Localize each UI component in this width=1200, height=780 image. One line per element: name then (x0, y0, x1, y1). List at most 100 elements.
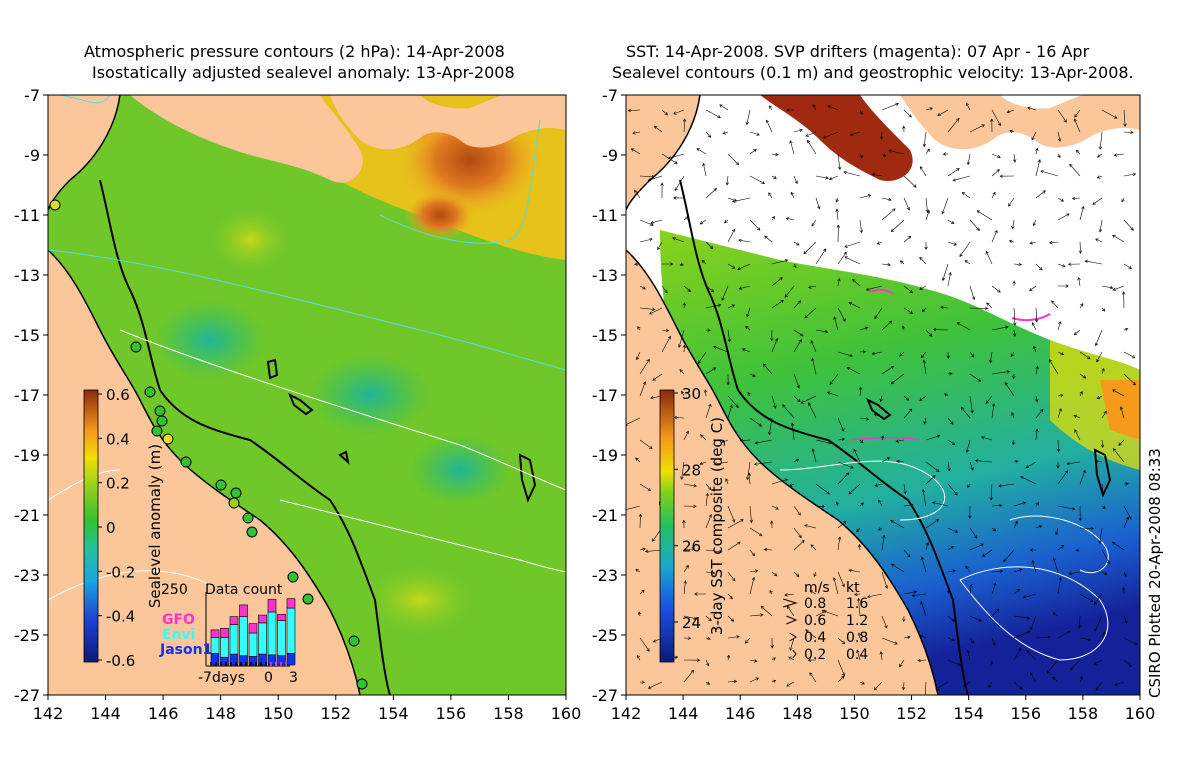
y-tick-label: -13 (592, 266, 618, 285)
inset-bar-gfo (220, 628, 229, 639)
right-sealevel-contour-2 (959, 566, 1109, 661)
left-land-australia (48, 95, 360, 695)
velocity-arrow (969, 583, 973, 595)
velocity-arrow (1057, 545, 1065, 551)
colorbar-tick-label: 0.6 (106, 386, 130, 404)
velocity-arrow (935, 681, 949, 690)
velocity-arrow (771, 152, 779, 157)
left-white-contour-1 (119, 329, 566, 491)
velocity-arrow (749, 659, 758, 663)
velocity-arrow (969, 527, 978, 539)
velocity-arrow (705, 285, 715, 293)
velocity-arrow (899, 260, 905, 265)
y-tick-label: -25 (592, 626, 618, 645)
velocity-arrow (1098, 131, 1103, 150)
velocity-arrow (807, 139, 817, 155)
velocity-arrow (917, 658, 927, 663)
tide-gauge (228, 497, 240, 509)
velocity-arrow (1013, 520, 1018, 529)
velocity-arrow (1101, 307, 1106, 312)
velocity-arrow (941, 263, 949, 282)
x-tick-label: 152 (896, 704, 927, 723)
velocity-arrow (674, 175, 685, 192)
velocity-arrow (903, 549, 911, 558)
velocity-arrow (682, 118, 687, 133)
velocity-arrow (705, 328, 711, 332)
velocity-arrow (1101, 571, 1108, 575)
velocity-arrow (1123, 516, 1130, 529)
velocity-arrow (969, 285, 976, 301)
velocity-arrow (923, 417, 927, 425)
velocity-arrow (964, 260, 971, 265)
velocity-arrow (866, 593, 883, 599)
velocity-arrow (988, 351, 993, 364)
velocity-arrow (1079, 205, 1085, 221)
x-tick-label: 160 (551, 704, 582, 723)
velocity-arrow (790, 422, 795, 441)
velocity-arrow (627, 108, 641, 113)
velocity-arrow (1096, 153, 1103, 158)
velocity-arrow (924, 681, 927, 695)
velocity-arrow (963, 681, 971, 687)
velocity-arrow (879, 131, 884, 140)
velocity-arrow (1123, 130, 1134, 134)
colorbar-tick-label: 0.4 (106, 430, 130, 448)
velocity-arrow (944, 393, 949, 397)
right-sealevel-contour-1 (779, 460, 946, 521)
tide-gauge (242, 512, 254, 524)
velocity-arrow (1013, 501, 1027, 507)
velocity-arrow (639, 439, 653, 450)
velocity-arrow (1013, 568, 1023, 573)
right-map (626, 95, 1140, 695)
velocity-arrow (699, 219, 707, 225)
velocity-arrow (1049, 240, 1059, 245)
velocity-arrow (991, 285, 1001, 293)
velocity-arrow (650, 219, 663, 225)
velocity-arrow (899, 351, 905, 357)
velocity-arrow (991, 569, 1004, 573)
velocity-arrow (1071, 196, 1081, 201)
velocity-arrow (725, 175, 729, 186)
y-tick-label: -15 (592, 326, 618, 345)
velocity-arrow (636, 654, 641, 661)
velocity-arrow (793, 505, 801, 516)
velocity-arrow (937, 109, 949, 116)
velocity-arrow (639, 381, 647, 397)
velocity-legend-kt-header: kt (846, 580, 860, 596)
right-hot-sst-east (1100, 380, 1140, 440)
velocity-arrow (873, 681, 883, 691)
velocity-arrow (739, 438, 751, 443)
x-tick-label: 156 (1011, 704, 1042, 723)
velocity-arrow (821, 609, 839, 617)
tide-gauge (154, 405, 166, 417)
x-tick-label: 152 (321, 704, 352, 723)
velocity-arrow (705, 131, 712, 138)
velocity-arrow (727, 395, 739, 408)
velocity-arrow (763, 547, 773, 552)
right-reef-islands (866, 397, 1112, 498)
velocity-arrow (749, 219, 761, 231)
velocity-arrow (683, 285, 692, 292)
tide-gauge (246, 526, 258, 538)
velocity-arrow (683, 636, 692, 640)
velocity-arrow (727, 571, 736, 582)
velocity-arrow (1057, 630, 1071, 639)
velocity-arrow (1066, 461, 1081, 466)
velocity-arrow (899, 659, 905, 668)
velocity-arrow (1077, 277, 1081, 287)
velocity-arrow (1057, 131, 1062, 142)
velocity-arrow (822, 131, 839, 139)
velocity-arrow (1094, 459, 1103, 464)
velocity-arrow (837, 637, 846, 645)
left-colorbar-label: Sealevel anomaly (m) (146, 444, 164, 608)
x-tick-label: 144 (668, 704, 699, 723)
velocity-arrow (881, 102, 899, 111)
velocity-arrow (848, 483, 861, 495)
velocity-legend: m/s kt 0.8 1.60.6 1.20.4 0.80.2 0.4 (783, 580, 868, 663)
velocity-arrow (1052, 676, 1059, 683)
velocity-arrow (1079, 637, 1092, 642)
drifter-track-2 (1011, 313, 1051, 322)
velocity-arrow (888, 149, 905, 155)
velocity-arrow (815, 504, 826, 509)
velocity-arrow (672, 237, 685, 243)
